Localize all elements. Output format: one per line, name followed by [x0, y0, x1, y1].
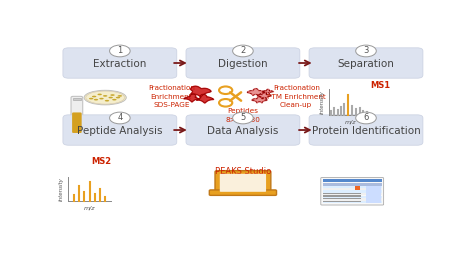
Ellipse shape — [110, 94, 115, 96]
Ellipse shape — [89, 98, 93, 100]
FancyBboxPatch shape — [309, 115, 423, 145]
Bar — [365, 186, 381, 203]
Bar — [323, 201, 361, 202]
Text: Separation: Separation — [337, 59, 394, 69]
Text: Peptides
8>aa>30: Peptides 8>aa>30 — [226, 108, 260, 123]
Polygon shape — [257, 93, 271, 98]
Bar — [323, 201, 382, 203]
Text: Data Analysis: Data Analysis — [207, 126, 279, 136]
Text: Protein Identification: Protein Identification — [311, 126, 420, 136]
Text: 5: 5 — [240, 113, 246, 122]
FancyBboxPatch shape — [220, 174, 266, 192]
Circle shape — [233, 112, 253, 124]
Bar — [323, 193, 361, 194]
Bar — [323, 185, 382, 188]
FancyBboxPatch shape — [63, 115, 177, 145]
Circle shape — [356, 112, 376, 124]
Polygon shape — [184, 94, 200, 102]
Ellipse shape — [103, 95, 108, 97]
FancyBboxPatch shape — [63, 48, 177, 78]
Text: MS2: MS2 — [91, 157, 111, 166]
Bar — [323, 190, 382, 193]
FancyBboxPatch shape — [321, 178, 383, 205]
Text: 6: 6 — [363, 113, 369, 122]
Text: Fractionation
PTM Enrichment
Clean-up: Fractionation PTM Enrichment Clean-up — [267, 85, 326, 108]
Ellipse shape — [84, 90, 126, 105]
Circle shape — [109, 45, 130, 57]
Text: 3: 3 — [363, 47, 369, 55]
Circle shape — [356, 45, 376, 57]
Ellipse shape — [94, 99, 98, 100]
Bar — [355, 186, 360, 190]
FancyBboxPatch shape — [186, 48, 300, 78]
Text: Intensity: Intensity — [59, 177, 64, 201]
Bar — [323, 198, 382, 201]
FancyBboxPatch shape — [72, 112, 82, 133]
FancyBboxPatch shape — [186, 115, 300, 145]
Ellipse shape — [109, 97, 113, 98]
Text: 2: 2 — [240, 47, 246, 55]
Text: Peptide Analysis: Peptide Analysis — [77, 126, 163, 136]
Bar — [73, 98, 81, 100]
Polygon shape — [191, 86, 211, 96]
Polygon shape — [252, 97, 267, 103]
Circle shape — [233, 45, 253, 57]
Bar — [323, 188, 382, 190]
Polygon shape — [197, 94, 213, 103]
Bar — [323, 193, 382, 196]
Ellipse shape — [99, 98, 104, 100]
Ellipse shape — [86, 91, 125, 104]
Text: Extraction: Extraction — [93, 59, 146, 69]
Text: 1: 1 — [117, 47, 122, 55]
Ellipse shape — [92, 96, 96, 97]
Ellipse shape — [118, 95, 122, 97]
Bar — [323, 183, 382, 186]
Text: Fractionation
Enrichment
SDS-PAGE: Fractionation Enrichment SDS-PAGE — [148, 85, 195, 108]
Ellipse shape — [112, 99, 117, 100]
Bar — [323, 198, 361, 199]
Text: 4: 4 — [117, 113, 122, 122]
Bar — [323, 196, 382, 198]
Ellipse shape — [98, 94, 102, 95]
Ellipse shape — [105, 100, 109, 101]
Text: PEAKS Studio
XPro: PEAKS Studio XPro — [215, 167, 271, 188]
FancyBboxPatch shape — [210, 190, 276, 195]
Text: Intensity: Intensity — [320, 91, 325, 114]
Text: m/z: m/z — [345, 120, 356, 125]
Text: MS1: MS1 — [371, 81, 391, 90]
Bar — [323, 179, 382, 183]
Text: Digestion: Digestion — [218, 59, 268, 69]
FancyBboxPatch shape — [309, 48, 423, 78]
Polygon shape — [247, 89, 264, 95]
Text: m/z: m/z — [83, 206, 95, 211]
Polygon shape — [263, 89, 273, 94]
Circle shape — [109, 112, 130, 124]
Bar — [323, 196, 361, 197]
FancyBboxPatch shape — [215, 171, 271, 194]
FancyBboxPatch shape — [71, 96, 83, 135]
Ellipse shape — [116, 97, 120, 98]
